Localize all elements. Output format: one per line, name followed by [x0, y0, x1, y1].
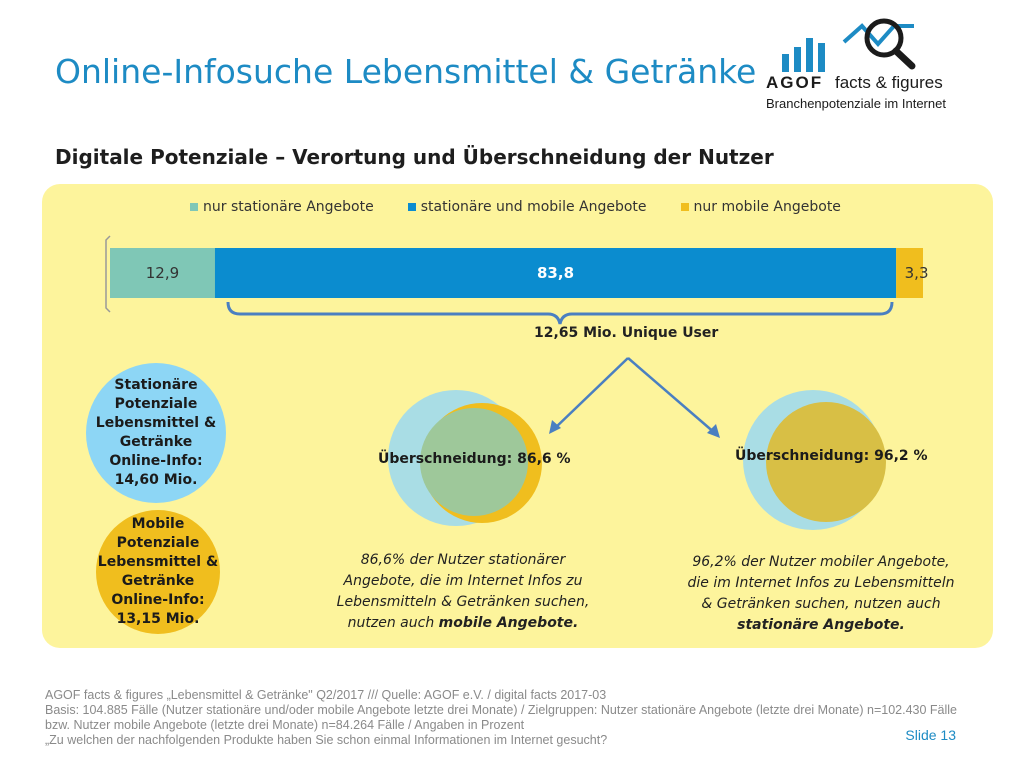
overlap-right-description: 96,2% der Nutzer mobiler Angebote, die i… [676, 552, 966, 636]
arrow-right [627, 357, 717, 435]
circle-line: 14,60 Mio. [114, 472, 198, 488]
chart-legend: nur stationäre Angebote stationäre und m… [190, 199, 875, 215]
circle-line: Stationäre Potenziale [114, 377, 198, 412]
desc-line: Angebote, die im Internet Infos zu [343, 573, 583, 589]
footer-line: Basis: 104.885 Fälle (Nutzer stationäre … [45, 703, 957, 732]
circle-line: Mobile Potenziale [116, 516, 200, 551]
mobile-potential-circle: Mobile Potenziale Lebensmittel & Getränk… [96, 510, 220, 634]
circle-line: Lebensmittel & Getränke [95, 415, 217, 450]
desc-line: nutzen auch mobile Angebote. [328, 613, 598, 634]
footer-line: „Zu welchen der nachfolgenden Produkte h… [45, 733, 608, 747]
legend-label: stationäre und mobile Angebote [420, 199, 647, 215]
bar-segment-1 [214, 248, 897, 298]
venn-right-overlap [766, 402, 886, 522]
circle-line: Lebensmittel & Getränke [97, 554, 219, 589]
overlap-right-label: Überschneidung: 96,2 % [735, 448, 928, 464]
legend-label: nur stationäre Angebote [203, 199, 374, 215]
unique-user-annotation: 12,65 Mio. Unique User [534, 325, 719, 341]
desc-line: die im Internet Infos zu Lebensmitteln [687, 575, 955, 591]
circle-line: 13,15 Mio. [116, 611, 200, 627]
circle-line: Online-Info: [109, 453, 203, 469]
desc-line: Lebensmitteln & Getränken suchen, [336, 594, 590, 610]
bar-group [110, 248, 923, 298]
axis-bracket [105, 235, 111, 313]
desc-line: stationäre Angebote. [676, 615, 966, 636]
page-title: Online-Infosuche Lebensmittel & Getränke [55, 52, 757, 91]
logo-subtitle: Branchenpotenziale im Internet [766, 96, 946, 111]
bar-brace [226, 301, 894, 325]
desc-bold: mobile Angebote. [438, 615, 579, 631]
bar-label-stationary-only: 12,9 [145, 264, 180, 282]
legend-item-stationary-only: nur stationäre Angebote [190, 199, 374, 215]
overlap-left-label: Überschneidung: 86,6 % [378, 451, 571, 467]
logo-tagline: facts & figures [835, 73, 943, 92]
legend-swatch [680, 203, 689, 211]
bar-label-mobile-only: 3,3 [904, 264, 929, 282]
footer-source: AGOF facts & figures „Lebensmittel & Get… [45, 688, 965, 748]
bar-segment-2 [896, 248, 923, 298]
overlap-left-description: 86,6% der Nutzer stationärer Angebote, d… [328, 550, 598, 634]
arrow-left [552, 357, 629, 431]
desc-line: 86,6% der Nutzer stationärer [360, 552, 566, 568]
magnifier-chart-icon [782, 18, 916, 72]
legend-swatch [190, 203, 198, 211]
venn-left-overlap [420, 408, 528, 516]
stationary-potential-circle: Stationäre Potenziale Lebensmittel & Get… [86, 363, 226, 503]
legend-item-both: stationäre und mobile Angebote [407, 199, 647, 215]
legend-label: nur mobile Angebote [693, 199, 841, 215]
legend-swatch [407, 203, 416, 211]
desc-bold: stationäre Angebote. [737, 617, 905, 633]
circle-line: Online-Info: [111, 592, 205, 608]
legend-item-mobile-only: nur mobile Angebote [680, 199, 841, 215]
slide-number: Slide 13 [905, 727, 956, 743]
arrow-right-head [707, 424, 720, 438]
desc-line: 96,2% der Nutzer mobiler Angebote, [692, 554, 950, 570]
agof-logo [766, 14, 956, 114]
bar-label-both: 83,8 [537, 264, 575, 282]
desc-text: nutzen auch [347, 615, 439, 631]
bar-segment-0 [110, 248, 215, 298]
logo-word: AGOF [766, 73, 828, 93]
section-subtitle: Digitale Potenziale – Verortung und Über… [55, 145, 774, 169]
arrow-left-head [549, 420, 561, 434]
desc-line: & Getränken suchen, nutzen auch [701, 596, 941, 612]
footer-line: AGOF facts & figures „Lebensmittel & Get… [45, 688, 607, 702]
